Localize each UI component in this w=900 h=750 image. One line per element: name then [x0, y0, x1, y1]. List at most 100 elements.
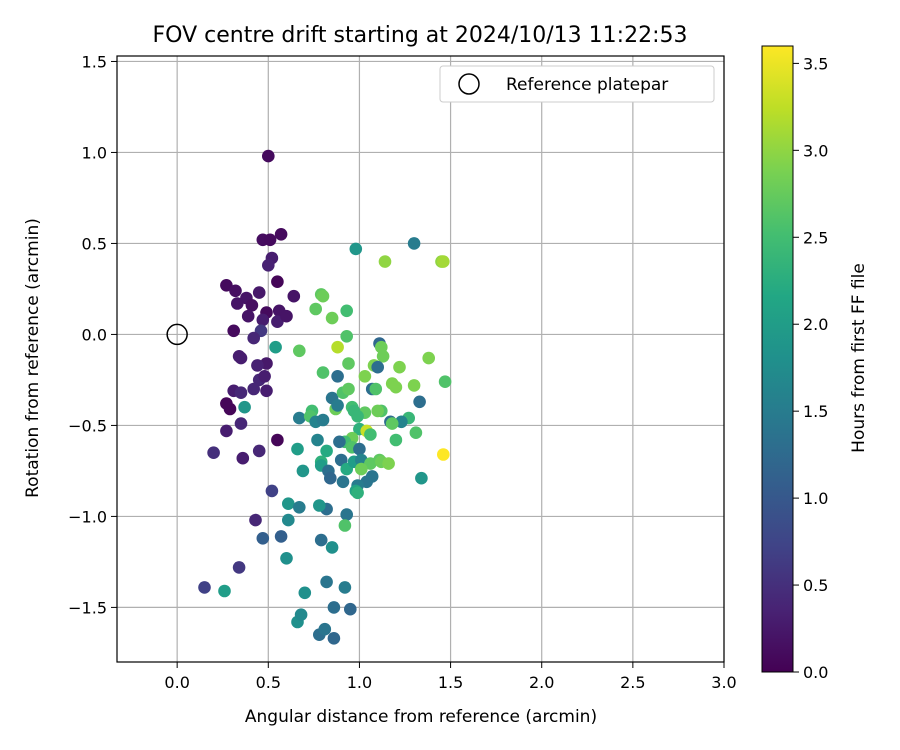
data-point: [247, 382, 260, 396]
data-point: [407, 379, 421, 392]
data-point: [316, 413, 330, 427]
data-point: [198, 581, 211, 594]
data-point: [293, 501, 306, 514]
data-point: [271, 315, 284, 329]
grid-lines: [117, 56, 725, 662]
data-point: [314, 533, 328, 547]
data-point: [338, 581, 352, 594]
data-point: [223, 402, 237, 416]
data-point: [438, 375, 452, 389]
colorbar-tick-label: 1.0: [803, 489, 828, 508]
data-point: [351, 410, 364, 423]
data-point: [280, 552, 293, 565]
data-point: [371, 360, 385, 374]
data-point: [376, 350, 390, 363]
colorbar-ticks: 0.0 0.5 1.0 1.5 2.0 2.5 3.0 3.5: [793, 54, 828, 682]
data-point: [207, 446, 220, 460]
data-point: [256, 313, 270, 327]
data-point: [271, 275, 284, 289]
colorbar-tick-label: 1.5: [803, 402, 828, 421]
data-point: [378, 255, 392, 268]
colorbar-gradient: [761, 45, 794, 673]
data-point: [369, 382, 383, 396]
x-tick-label: 1.5: [438, 673, 463, 692]
data-point: [238, 400, 251, 414]
data-point: [382, 457, 395, 470]
data-point: [437, 255, 450, 268]
data-point: [355, 462, 368, 476]
data-point: [231, 297, 244, 310]
x-tick-label: 1.0: [347, 673, 372, 692]
data-point: [258, 370, 271, 383]
data-point: [220, 279, 233, 292]
data-point: [331, 370, 344, 383]
y-axis-ticks: −1.5 −1.0 −0.5 0.0 0.5 1.0 1.5: [68, 52, 117, 617]
data-point: [229, 284, 242, 298]
data-point: [263, 233, 277, 247]
legend-box: [439, 65, 715, 103]
x-axis-label: Angular distance from reference (arcmin): [245, 707, 597, 727]
data-point: [325, 541, 339, 554]
data-point: [232, 561, 246, 574]
data-point: [313, 499, 326, 512]
data-point: [218, 584, 231, 598]
colorbar-tick-label: 2.5: [803, 228, 828, 247]
data-point: [245, 299, 259, 312]
chart-title: FOV centre drift starting at 2024/10/13 …: [153, 23, 688, 48]
data-point: [371, 404, 385, 418]
data-point: [274, 228, 288, 241]
data-point: [318, 622, 332, 636]
data-point: [338, 519, 352, 532]
y-tick-label: 1.5: [82, 52, 107, 71]
data-point: [269, 340, 282, 354]
x-tick-label: 2.0: [529, 673, 554, 692]
colorbar-tick-label: 0.5: [803, 576, 828, 595]
y-tick-label: −1.5: [68, 598, 107, 617]
data-point: [325, 311, 339, 325]
reference-point-marker: [166, 323, 188, 346]
data-point: [251, 359, 264, 372]
data-point: [334, 453, 348, 467]
data-point: [298, 586, 312, 600]
data-point: [327, 601, 341, 614]
colorbar-tick-label: 3.0: [803, 141, 828, 160]
data-point: [311, 433, 324, 447]
data-point: [342, 382, 355, 396]
data-point: [234, 386, 248, 400]
data-point: [389, 380, 403, 394]
data-point: [265, 484, 279, 498]
data-point: [437, 448, 450, 461]
data-point: [293, 344, 306, 358]
data-point: [293, 411, 306, 425]
data-point: [296, 464, 310, 478]
data-point: [407, 237, 421, 250]
data-point: [327, 632, 341, 645]
x-tick-label: 0.0: [164, 673, 189, 692]
data-point: [331, 399, 344, 412]
data-point: [287, 289, 301, 303]
y-tick-label: 0.5: [82, 234, 107, 253]
data-point: [353, 442, 366, 456]
data-point: [340, 508, 354, 521]
data-point: [364, 428, 377, 441]
data-point: [409, 426, 423, 440]
data-point: [415, 471, 428, 485]
data-point: [280, 309, 293, 323]
data-point: [249, 513, 262, 527]
x-axis-ticks: 0.0 0.5 1.0 1.5 2.0 2.5 3.0: [164, 662, 737, 692]
x-tick-label: 0.5: [256, 673, 281, 692]
data-point: [320, 575, 333, 589]
data-point: [331, 340, 344, 354]
data-point: [227, 324, 240, 338]
data-point: [340, 330, 354, 343]
data-point: [236, 451, 250, 465]
data-points: [198, 149, 452, 645]
data-point: [282, 497, 295, 511]
colorbar: 0.0 0.5 1.0 1.5 2.0 2.5 3.0 3.5 Hours from firs…: [761, 45, 869, 682]
data-point: [260, 384, 273, 398]
colorbar-tick-label: 3.5: [803, 54, 828, 73]
data-point: [262, 149, 275, 163]
data-point: [291, 442, 304, 456]
data-point: [324, 471, 337, 485]
data-point: [309, 302, 323, 316]
